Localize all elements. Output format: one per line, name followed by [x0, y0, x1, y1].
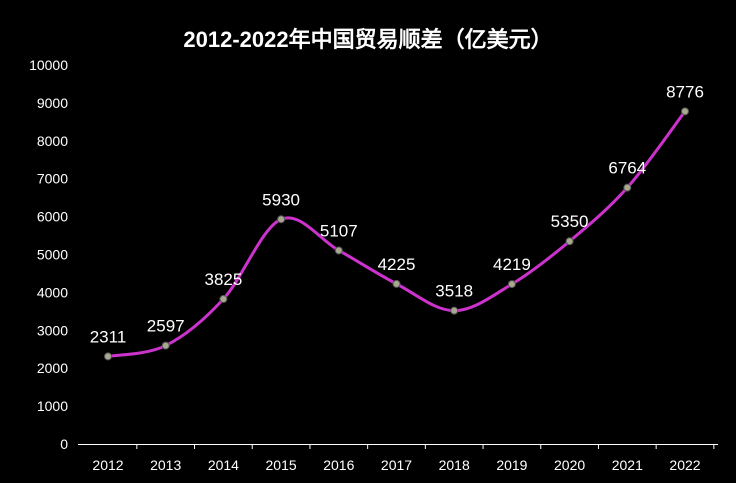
data-point: [565, 237, 574, 246]
y-tick-label: 10000: [29, 57, 68, 73]
series-line: [107, 110, 687, 358]
chart-title: 2012-2022年中国贸易顺差（亿美元）: [183, 27, 553, 52]
data-label: 4219: [493, 255, 531, 274]
y-tick-label: 6000: [37, 209, 68, 225]
data-label: 4225: [378, 255, 416, 274]
x-tick-label: 2016: [323, 457, 354, 473]
x-tick-label: 2019: [496, 457, 527, 473]
y-tick-label: 3000: [37, 322, 68, 338]
x-tick-label: 2021: [612, 457, 643, 473]
data-point: [450, 306, 459, 315]
y-tick-label: 4000: [37, 284, 68, 300]
data-label: 8776: [666, 82, 704, 101]
x-tick-label: 2012: [92, 457, 123, 473]
y-axis-ticks: 0 1000 2000 3000 4000 5000 6000 7000 8000 9000 100…: [29, 57, 68, 452]
x-tick-label: 2015: [266, 457, 297, 473]
data-label: 5107: [320, 221, 358, 240]
y-tick-label: 5000: [37, 247, 68, 263]
data-point: [392, 279, 401, 288]
x-tick-label: 2018: [439, 457, 470, 473]
data-label: 3825: [204, 270, 242, 289]
y-tick-label: 2000: [37, 360, 68, 376]
data-label: 5350: [551, 212, 589, 231]
data-point: [104, 352, 112, 361]
data-label: 5930: [262, 190, 300, 209]
data-label: 6764: [608, 159, 646, 178]
data-labels: 2311 2597 3825 5930 5107 4225 3518 4219 5350 6764…: [90, 82, 704, 346]
x-tick-label: 2017: [381, 457, 412, 473]
x-tick-label: 2013: [150, 457, 181, 473]
x-tick-label: 2014: [208, 457, 239, 473]
data-point: [161, 341, 170, 350]
data-label: 2311: [90, 327, 127, 346]
x-axis-ticks: 2012 2013 2014 2015 2016 2017 2018 2019 2020 2021…: [92, 444, 715, 473]
x-tick-label: 2020: [554, 457, 585, 473]
data-point: [334, 246, 343, 255]
data-points: [104, 107, 689, 361]
data-point: [623, 183, 632, 192]
data-point: [507, 280, 516, 289]
data-label: 2597: [147, 317, 185, 336]
data-label: 3518: [435, 282, 473, 301]
data-point: [277, 215, 286, 224]
data-point: [219, 295, 228, 304]
y-tick-label: 9000: [37, 95, 68, 111]
x-tick-label: 2022: [669, 457, 700, 473]
y-tick-label: 8000: [37, 133, 68, 149]
y-tick-label: 1000: [37, 398, 68, 414]
y-tick-label: 7000: [37, 171, 68, 187]
data-point: [681, 107, 689, 116]
y-tick-label: 0: [60, 436, 68, 452]
